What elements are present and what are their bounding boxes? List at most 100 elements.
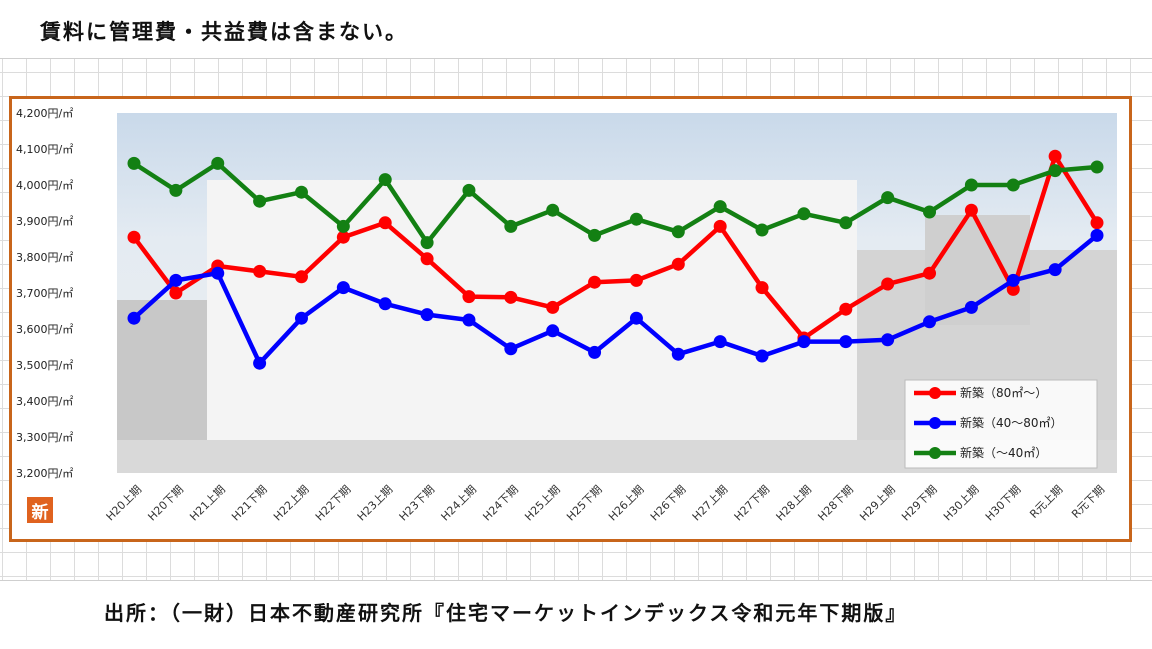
x-tick-label: R元下期 (1069, 483, 1107, 521)
data-point (839, 302, 853, 316)
x-tick-label: H23下期 (397, 483, 438, 524)
series-line (132, 161, 1098, 245)
data-point (881, 191, 895, 205)
source-text: 出所：（一財）日本不動産研究所『住宅マーケットインデックス令和元年下期版』 (104, 601, 908, 625)
new-badge: 新 (27, 497, 53, 523)
x-tick-label: H20上期 (104, 483, 145, 524)
x-tick-label: H27下期 (732, 483, 773, 524)
x-tick-label: H29下期 (899, 483, 940, 524)
data-point (839, 335, 853, 349)
x-tick-label: H29上期 (857, 483, 898, 524)
data-point (1006, 282, 1020, 296)
data-point (504, 219, 518, 233)
data-point (881, 333, 895, 347)
y-tick-label: 3,500円/㎡ (16, 359, 73, 372)
y-tick-label: 4,100円/㎡ (16, 143, 73, 156)
data-point (420, 252, 434, 266)
data-point (1048, 263, 1062, 277)
header-band (0, 0, 1152, 59)
x-tick-label: H28上期 (774, 483, 815, 524)
footer-band (0, 580, 1152, 649)
data-point (253, 194, 267, 208)
data-point (169, 273, 183, 287)
x-tick-label: H24下期 (480, 483, 521, 524)
data-point (964, 178, 978, 192)
data-point (1048, 164, 1062, 178)
y-tick-label: 3,700円/㎡ (16, 287, 73, 300)
data-point (420, 236, 434, 250)
x-tick-label: H26上期 (606, 483, 647, 524)
series-1 (127, 149, 1104, 345)
data-point (211, 266, 225, 280)
data-point (169, 286, 183, 300)
data-point (964, 203, 978, 217)
y-tick-label: 4,200円/㎡ (16, 107, 73, 120)
x-tick-label: H28下期 (815, 483, 856, 524)
data-point (713, 219, 727, 233)
x-tick-label: H23上期 (355, 483, 396, 524)
legend-label: 新築（80㎡～） (960, 385, 1047, 400)
y-tick-label: 4,000円/㎡ (16, 179, 73, 192)
x-tick-label: H22上期 (271, 483, 312, 524)
x-tick-label: H21下期 (229, 483, 270, 524)
legend-marker (929, 387, 941, 399)
data-point (671, 225, 685, 239)
data-point (755, 281, 769, 295)
data-point (1090, 228, 1104, 242)
data-point (1090, 216, 1104, 230)
data-point (713, 335, 727, 349)
y-tick-label: 3,200円/㎡ (16, 467, 73, 480)
legend: 新築（80㎡～） 新築（40～80㎡） 新築（～40㎡） (904, 379, 1098, 469)
x-tick-label: H30下期 (983, 483, 1024, 524)
data-point (588, 228, 602, 242)
data-point (336, 230, 350, 244)
data-point (797, 207, 811, 221)
data-point (378, 173, 392, 187)
data-point (629, 273, 643, 287)
y-tick-label: 3,600円/㎡ (16, 323, 73, 336)
y-tick-label: 3,900円/㎡ (16, 215, 73, 228)
data-point (1048, 149, 1062, 163)
data-point (923, 315, 937, 329)
legend-marker (929, 417, 941, 429)
data-point (378, 297, 392, 311)
x-tick-label: H24上期 (439, 483, 480, 524)
data-point (923, 266, 937, 280)
legend-marker (929, 447, 941, 459)
data-point (294, 270, 308, 284)
data-point (420, 308, 434, 322)
y-tick-label: 3,300円/㎡ (16, 431, 73, 444)
series-line (132, 153, 1099, 341)
y-tick-label: 3,400円/㎡ (16, 395, 73, 408)
data-point (1006, 273, 1020, 287)
series-3 (127, 156, 1104, 250)
data-point (839, 216, 853, 230)
x-tick-label: H20下期 (145, 483, 186, 524)
note-text: 賃料に管理費・共益費は含まない。 (40, 20, 408, 44)
data-point (127, 230, 141, 244)
data-point (923, 205, 937, 219)
data-point (797, 335, 811, 349)
data-point (1006, 178, 1020, 192)
data-point (1090, 160, 1104, 174)
data-point (629, 212, 643, 226)
data-point (169, 183, 183, 197)
data-point (671, 257, 685, 271)
data-point (755, 349, 769, 363)
data-point (546, 300, 560, 314)
y-tick-label: 3,800円/㎡ (16, 251, 73, 264)
data-point (629, 311, 643, 325)
data-point (462, 313, 476, 327)
legend-label: 新築（40～80㎡） (960, 415, 1063, 430)
data-point (127, 311, 141, 325)
data-point (378, 216, 392, 230)
x-tick-label: H30上期 (941, 483, 982, 524)
data-point (588, 345, 602, 359)
data-point (336, 219, 350, 233)
data-point (964, 300, 978, 314)
data-point (504, 342, 518, 356)
x-tick-label: H22下期 (313, 483, 354, 524)
x-tick-label: H26下期 (648, 483, 689, 524)
data-point (462, 183, 476, 197)
